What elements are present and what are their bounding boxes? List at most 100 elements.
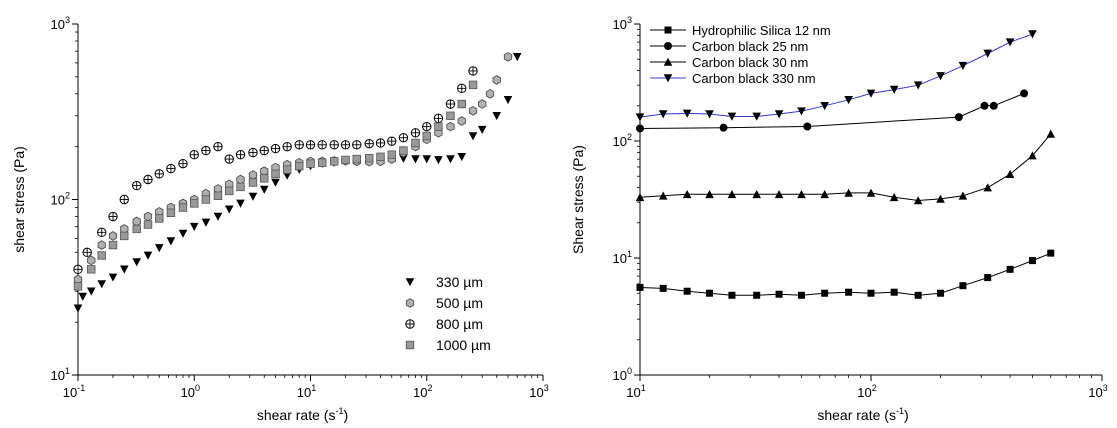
data-point bbox=[705, 110, 714, 119]
data-point bbox=[73, 282, 83, 291]
data-point bbox=[235, 149, 246, 160]
data-point bbox=[503, 52, 513, 62]
data-point bbox=[727, 190, 737, 199]
legend-marker bbox=[664, 26, 672, 34]
y-tick-label: 102 bbox=[51, 191, 70, 208]
data-point bbox=[387, 136, 397, 146]
data-point bbox=[1005, 38, 1015, 47]
data-point bbox=[411, 155, 420, 164]
data-point bbox=[797, 291, 805, 299]
data-point bbox=[797, 107, 806, 116]
data-point bbox=[468, 66, 478, 76]
data-point bbox=[682, 109, 692, 118]
x-tick-label: 102 bbox=[413, 383, 432, 400]
series-3 bbox=[635, 129, 1056, 205]
data-point bbox=[248, 178, 258, 187]
data-point bbox=[867, 289, 875, 297]
data-point bbox=[492, 75, 501, 85]
legend-marker bbox=[405, 340, 415, 350]
data-point bbox=[446, 111, 455, 120]
data-point bbox=[213, 141, 223, 152]
series-line bbox=[639, 92, 1025, 129]
legend-label: Carbon black 30 nm bbox=[692, 55, 808, 70]
data-point bbox=[1047, 249, 1055, 257]
data-point bbox=[224, 154, 234, 164]
data-point bbox=[683, 287, 691, 295]
data-point bbox=[120, 231, 129, 241]
data-point bbox=[468, 132, 478, 141]
data-point bbox=[411, 138, 420, 148]
data-point bbox=[1028, 257, 1036, 265]
data-point bbox=[457, 99, 466, 109]
data-point bbox=[913, 196, 923, 205]
data-point bbox=[983, 183, 992, 192]
x-tick-label: 103 bbox=[529, 383, 548, 400]
data-point bbox=[890, 288, 898, 296]
data-point bbox=[446, 121, 455, 132]
data-point bbox=[213, 191, 223, 200]
data-point bbox=[282, 141, 292, 152]
data-point bbox=[958, 61, 968, 71]
data-point bbox=[248, 170, 258, 180]
data-point bbox=[1005, 169, 1015, 179]
data-point bbox=[844, 95, 853, 105]
x-tick-label: 101 bbox=[626, 383, 645, 400]
data-point bbox=[775, 290, 783, 298]
data-point bbox=[422, 155, 432, 164]
data-point bbox=[958, 191, 968, 200]
x-tick-label: 10-1 bbox=[63, 383, 85, 400]
data-point bbox=[820, 101, 829, 111]
data-point bbox=[375, 138, 386, 148]
y-tick-label: 101 bbox=[51, 366, 70, 383]
data-point bbox=[1020, 89, 1029, 98]
data-point bbox=[248, 147, 258, 158]
data-point bbox=[774, 110, 784, 119]
legend-label: 330 µm bbox=[436, 274, 483, 290]
data-point bbox=[87, 265, 96, 274]
x-tick-label: 101 bbox=[297, 383, 316, 400]
data-point bbox=[108, 211, 118, 222]
data-point bbox=[457, 83, 467, 94]
data-point bbox=[492, 111, 502, 121]
data-point bbox=[271, 178, 280, 187]
data-point bbox=[166, 208, 176, 217]
x-tick-label: 102 bbox=[857, 383, 876, 400]
data-point bbox=[913, 81, 923, 90]
data-point bbox=[682, 190, 692, 199]
data-point bbox=[914, 291, 922, 299]
data-point bbox=[445, 99, 456, 109]
data-point bbox=[73, 304, 83, 313]
data-point bbox=[457, 116, 466, 126]
data-point bbox=[282, 165, 292, 174]
series-4 bbox=[73, 80, 478, 291]
legend-marker bbox=[664, 42, 672, 50]
data-point bbox=[457, 153, 467, 162]
data-point bbox=[937, 289, 945, 297]
data-point bbox=[154, 244, 164, 253]
data-point bbox=[97, 227, 107, 238]
data-point bbox=[225, 186, 234, 196]
data-point bbox=[341, 155, 350, 165]
data-point bbox=[317, 158, 327, 167]
legend-label: Carbon black 25 nm bbox=[692, 39, 808, 54]
data-point bbox=[635, 113, 645, 122]
data-point bbox=[270, 143, 281, 154]
data-point bbox=[119, 194, 129, 205]
series-2 bbox=[73, 52, 513, 285]
left-chart: 10-1 100 101 102 103 101 102 103 shear rate (s-1… bbox=[11, 15, 549, 423]
data-point bbox=[178, 229, 188, 238]
data-point bbox=[213, 212, 223, 221]
data-point bbox=[422, 121, 432, 132]
data-point bbox=[658, 110, 668, 119]
data-point bbox=[143, 211, 153, 222]
data-point bbox=[422, 131, 431, 141]
data-point bbox=[260, 174, 269, 183]
data-point bbox=[434, 156, 443, 165]
data-point bbox=[330, 157, 339, 166]
series-2 bbox=[636, 89, 1029, 133]
data-point bbox=[774, 190, 784, 199]
data-point bbox=[201, 145, 211, 156]
legend-marker bbox=[405, 278, 415, 287]
data-point bbox=[936, 72, 945, 81]
